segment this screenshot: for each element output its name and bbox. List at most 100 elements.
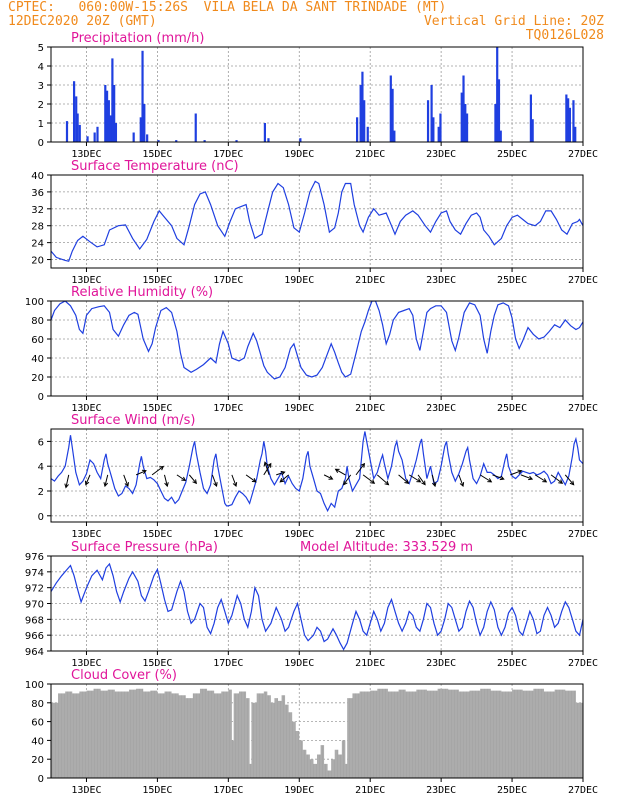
x-tick-label: 19DEC xyxy=(284,785,314,796)
wind-arrow xyxy=(564,474,575,486)
wind-arrow xyxy=(276,470,286,476)
x-tick-label: 21DEC xyxy=(355,275,385,286)
series-line xyxy=(51,562,583,651)
x-tick-label: 19DEC xyxy=(284,149,314,160)
x-tick-label: 15DEC xyxy=(142,529,172,540)
x-tick-label: 13DEC xyxy=(71,149,101,160)
y-tick-label: 36 xyxy=(31,188,44,199)
wind-arrow xyxy=(245,474,257,483)
series-group xyxy=(51,562,583,651)
precip-bar xyxy=(464,104,467,142)
precip-bar xyxy=(157,140,160,142)
x-tick-label: 21DEC xyxy=(355,149,385,160)
y-tick-label: 40 xyxy=(31,171,44,182)
y-tick-label: 1 xyxy=(38,119,44,130)
y-tick-label: 20 xyxy=(31,256,44,267)
panel-frame xyxy=(50,174,584,269)
y-tick-label: 20 xyxy=(31,755,44,766)
wind-arrow xyxy=(376,474,390,486)
precip-bar xyxy=(104,85,107,142)
x-tick-label: 17DEC xyxy=(213,403,243,414)
precip-bar xyxy=(529,94,532,142)
y-tick-label: 60 xyxy=(31,335,44,346)
series-group xyxy=(51,684,583,778)
header-model: TQ0126L028 xyxy=(525,28,604,43)
wind-arrow xyxy=(176,474,187,482)
wind-arrow xyxy=(151,465,165,476)
wind-arrow xyxy=(510,469,523,476)
model-altitude: Model Altitude: 333.529 m xyxy=(300,540,473,555)
wind-arrow xyxy=(492,474,505,481)
x-tick-label: 23DEC xyxy=(426,529,456,540)
wind-arrow xyxy=(355,462,366,476)
panel-title: Relative Humidity (%) xyxy=(71,285,213,300)
y-tick-label: 20 xyxy=(31,373,44,384)
x-tick-label: 15DEC xyxy=(142,658,172,669)
precip-bar xyxy=(361,71,364,142)
x-tick-label: 15DEC xyxy=(142,403,172,414)
wind-arrow xyxy=(431,474,437,488)
panel-title: Surface Temperature (nC) xyxy=(71,159,239,174)
y-tick-label: 40 xyxy=(31,354,44,365)
wind-arrow xyxy=(520,474,534,481)
y-tick-label: 972 xyxy=(25,584,44,595)
y-tick-label: 5 xyxy=(38,43,44,54)
y-tick-label: 80 xyxy=(31,316,44,327)
panel-title: Precipitation (mm/h) xyxy=(71,31,204,46)
precip-bar xyxy=(494,104,497,142)
series-line xyxy=(51,301,583,380)
x-tick-label: 23DEC xyxy=(426,658,456,669)
x-tick-label: 15DEC xyxy=(142,785,172,796)
y-tick-label: 6 xyxy=(38,437,44,448)
header-grid-line: Vertical Grid Line: 20Z xyxy=(423,14,604,29)
y-tick-label: 974 xyxy=(25,568,44,579)
y-tick-label: 24 xyxy=(31,239,44,250)
panel-title: Surface Pressure (hPa) xyxy=(71,540,218,555)
wind-arrow xyxy=(534,474,548,483)
precip-bar xyxy=(531,119,534,142)
wind-arrow xyxy=(123,474,129,488)
precip-bar xyxy=(194,113,197,142)
precip-bar xyxy=(109,115,112,142)
y-tick-label: 40 xyxy=(31,736,44,747)
precip-bar xyxy=(146,134,149,142)
precip-bar xyxy=(465,113,469,142)
x-tick-label: 13DEC xyxy=(71,529,101,540)
wind-arrow xyxy=(164,474,169,488)
x-tick-label: 25DEC xyxy=(497,658,527,669)
precip-bar xyxy=(359,85,362,142)
wind-arrow xyxy=(550,474,564,484)
precip-bar xyxy=(393,130,396,142)
x-tick-label: 19DEC xyxy=(284,658,314,669)
y-tick-label: 3 xyxy=(38,81,44,92)
precip-bar xyxy=(235,140,238,142)
y-tick-label: 0 xyxy=(38,392,44,403)
wind-arrow xyxy=(211,474,218,488)
precip-bar xyxy=(568,107,572,142)
wind-arrow xyxy=(323,474,334,480)
panel-frame xyxy=(50,428,584,523)
x-tick-label: 15DEC xyxy=(142,275,172,286)
y-tick-label: 0 xyxy=(38,138,44,149)
precip-bar xyxy=(565,94,568,142)
x-tick-label: 21DEC xyxy=(355,403,385,414)
precip-bar xyxy=(499,130,502,142)
panel-frame xyxy=(50,46,584,143)
x-tick-label: 27DEC xyxy=(568,529,598,540)
x-tick-label: 23DEC xyxy=(426,149,456,160)
precip-bar xyxy=(430,85,433,142)
precip-bar xyxy=(299,138,302,142)
precip-bar xyxy=(75,96,78,142)
precip-bar xyxy=(460,92,463,142)
y-tick-label: 4 xyxy=(38,62,44,73)
wind-arrow xyxy=(479,474,493,483)
wind-arrow xyxy=(408,474,422,483)
precip-bar xyxy=(389,75,392,142)
precip-bar xyxy=(78,124,81,142)
wind-arrow xyxy=(263,461,270,476)
precip-bar xyxy=(356,117,359,142)
precip-bar xyxy=(263,123,266,142)
precip-bar xyxy=(574,126,577,142)
precip-bar xyxy=(96,126,99,142)
